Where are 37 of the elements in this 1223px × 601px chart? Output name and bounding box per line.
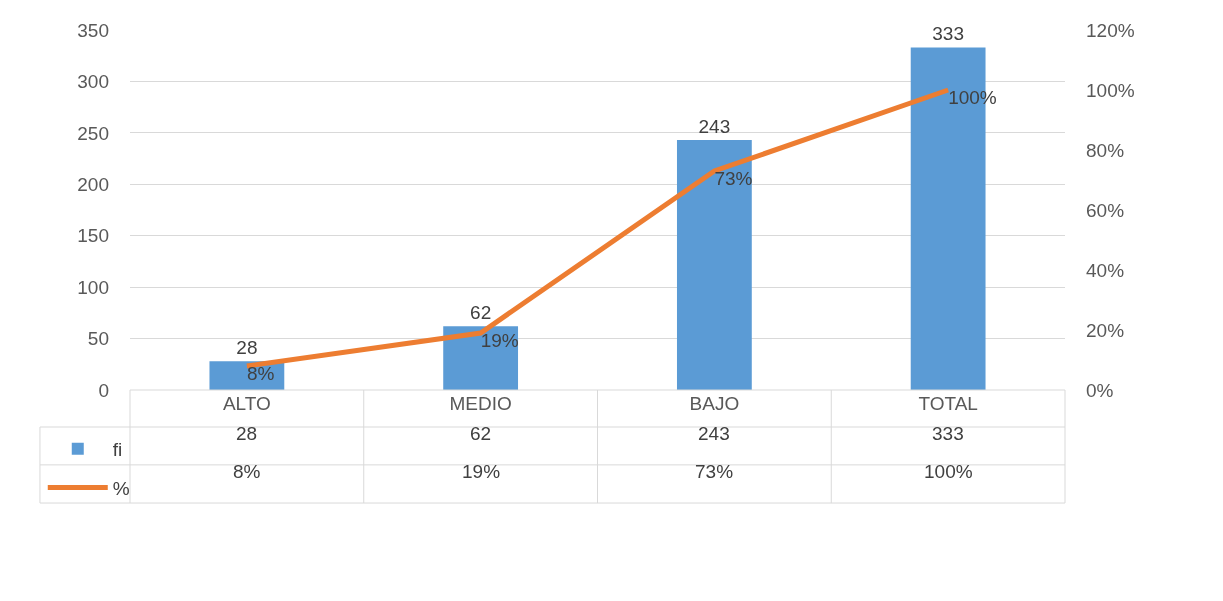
- y2-tick-label: 20%: [1086, 319, 1125, 341]
- y-tick-label: 250: [77, 122, 109, 144]
- data-label: 333: [932, 423, 964, 444]
- data-label: 73%: [695, 461, 734, 482]
- y-tick-label: 0: [98, 379, 109, 401]
- x-tick-label: BAJO: [689, 393, 740, 414]
- y-tick-label: 350: [77, 19, 109, 41]
- x-tick-label: TOTAL: [918, 393, 978, 414]
- legend-label: fi: [112, 439, 123, 461]
- data-label: 19%: [462, 461, 501, 482]
- x-tick-label: ALTO: [222, 393, 271, 414]
- legend-label: %: [112, 477, 130, 499]
- y-tick-label: 200: [77, 173, 109, 195]
- x-tick-label: MEDIO: [449, 393, 512, 414]
- y-tick-label: 150: [77, 225, 109, 247]
- y2-tick-label: 40%: [1086, 259, 1125, 281]
- text: 243: [698, 116, 731, 138]
- text: 19%: [480, 330, 519, 352]
- text: 28: [236, 337, 258, 359]
- y-tick-label: 300: [77, 71, 109, 93]
- bar: [676, 140, 752, 390]
- data-label: 28: [236, 423, 258, 444]
- y-tick-label: 50: [87, 328, 109, 350]
- y-tick-label: 100: [77, 276, 109, 298]
- y2-tick-label: 80%: [1086, 139, 1125, 161]
- text: 73%: [714, 168, 753, 190]
- y2-tick-label: 120%: [1086, 19, 1135, 41]
- text: 8%: [246, 363, 275, 385]
- data-label: 62: [470, 423, 492, 444]
- y2-tick-label: 100%: [1086, 79, 1135, 101]
- y2-tick-label: 60%: [1086, 199, 1125, 221]
- text: 333: [932, 23, 964, 45]
- y2-tick-label: 0%: [1086, 379, 1114, 401]
- text: 62: [470, 302, 492, 324]
- data-label: 100%: [924, 461, 973, 482]
- data-label: 243: [698, 423, 730, 444]
- data-label: 8%: [233, 461, 261, 482]
